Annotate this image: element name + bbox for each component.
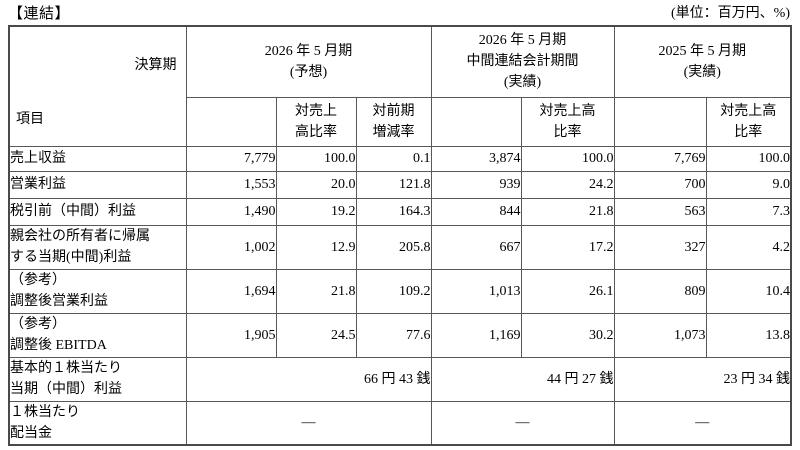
value-cell: 21.8 (520, 197, 615, 226)
value-cell: 121.8 (355, 170, 432, 199)
page-title: 【連結】 (8, 6, 71, 22)
value-cell: 100.0 (275, 145, 357, 172)
table-row-adjusted-ebitda: （参考） 調整後 EBITDA 1,905 24.5 77.6 1,169 30… (8, 312, 792, 358)
value-cell: 164.3 (355, 197, 432, 226)
value-cell: 100.0 (705, 145, 792, 172)
subheader-empty (185, 97, 277, 147)
value-cell: 10.4 (705, 268, 792, 314)
per-share-value: 44 円 27 銭 (430, 356, 615, 402)
table-row-dividend-per-share: １株当たり 配当金 ― ― ― (8, 400, 792, 445)
value-cell: 205.8 (355, 224, 432, 270)
value-cell: 327 (613, 224, 707, 270)
row-label: 基本的１株当たり 当期（中間）利益 (8, 356, 187, 402)
unit-note: (単位：百万円、%) (671, 6, 790, 21)
per-share-value: 66 円 43 銭 (185, 356, 432, 402)
corner-cell: 決算期 項目 (8, 25, 187, 147)
value-cell: 19.2 (275, 197, 357, 226)
row-label: １株当たり 配当金 (8, 400, 187, 445)
value-cell: 700 (613, 170, 707, 199)
subheader-empty (430, 97, 522, 147)
header-row-periods: 決算期 項目 2026 年 5 月期 (予想) 2026 年 5 月期 中間連結… (8, 25, 792, 147)
fiscal-period-label: 決算期 (134, 58, 177, 73)
value-cell: 1,905 (185, 312, 277, 358)
value-cell: 3,874 (430, 145, 522, 172)
table-row-pretax-profit: 税引前（中間）利益 1,490 19.2 164.3 844 21.8 563 … (8, 197, 792, 226)
dividend-value: ― (613, 400, 792, 445)
period-header-forecast-2026: 2026 年 5 月期 (予想) (185, 25, 432, 98)
results-table: 決算期 項目 2026 年 5 月期 (予想) 2026 年 5 月期 中間連結… (8, 25, 792, 446)
value-cell: 13.8 (705, 312, 792, 358)
row-label: 税引前（中間）利益 (8, 197, 187, 226)
value-cell: 77.6 (355, 312, 432, 358)
value-cell: 12.9 (275, 224, 357, 270)
value-cell: 26.1 (520, 268, 615, 314)
value-cell: 17.2 (520, 224, 615, 270)
subheader-empty (613, 97, 707, 147)
value-cell: 7.3 (705, 197, 792, 226)
value-cell: 1,169 (430, 312, 522, 358)
subheader-yoy-change-forecast: 対前期 増減率 (355, 96, 432, 147)
table-row-revenue: 売上収益 7,779 100.0 0.1 3,874 100.0 7,769 1… (8, 145, 792, 172)
subheader-sales-ratio-interim: 対売上高 比率 (520, 96, 615, 147)
dividend-value: ― (185, 400, 432, 445)
row-label: （参考） 調整後営業利益 (8, 268, 187, 314)
value-cell: 24.5 (275, 312, 357, 358)
value-cell: 667 (430, 224, 522, 270)
row-label: 親会社の所有者に帰属 する当期(中間)利益 (8, 224, 187, 270)
value-cell: 100.0 (520, 145, 615, 172)
value-cell: 1,013 (430, 268, 522, 314)
subheader-sales-ratio-forecast: 対売上 高比率 (275, 96, 357, 147)
value-cell: 0.1 (355, 145, 432, 172)
value-cell: 1,002 (185, 224, 277, 270)
item-label: 項目 (16, 111, 44, 127)
top-bar: 【連結】 (単位：百万円、%) (8, 2, 790, 23)
row-label: 売上収益 (8, 145, 187, 172)
value-cell: 24.2 (520, 170, 615, 199)
row-label: 営業利益 (8, 170, 187, 199)
value-cell: 30.2 (520, 312, 615, 358)
value-cell: 109.2 (355, 268, 432, 314)
value-cell: 4.2 (705, 224, 792, 270)
per-share-value: 23 円 34 銭 (613, 356, 792, 402)
row-label: （参考） 調整後 EBITDA (8, 312, 187, 358)
value-cell: 1,694 (185, 268, 277, 314)
value-cell: 1,073 (613, 312, 707, 358)
table-row-basic-eps: 基本的１株当たり 当期（中間）利益 66 円 43 銭 44 円 27 銭 23… (8, 356, 792, 402)
period-header-interim-2026: 2026 年 5 月期 中間連結会計期間 (実績) (430, 25, 615, 98)
period-header-actual-2025: 2025 年 5 月期 (実績) (613, 25, 792, 98)
value-cell: 844 (430, 197, 522, 226)
dividend-value: ― (430, 400, 615, 445)
value-cell: 7,779 (185, 145, 277, 172)
value-cell: 20.0 (275, 170, 357, 199)
table-row-adjusted-operating-profit: （参考） 調整後営業利益 1,694 21.8 109.2 1,013 26.1… (8, 268, 792, 314)
value-cell: 7,769 (613, 145, 707, 172)
table-row-profit-attributable-to-owners: 親会社の所有者に帰属 する当期(中間)利益 1,002 12.9 205.8 6… (8, 224, 792, 270)
value-cell: 21.8 (275, 268, 357, 314)
subheader-sales-ratio-actual: 対売上高 比率 (705, 96, 792, 147)
value-cell: 809 (613, 268, 707, 314)
value-cell: 1,553 (185, 170, 277, 199)
value-cell: 1,490 (185, 197, 277, 226)
value-cell: 9.0 (705, 170, 792, 199)
value-cell: 563 (613, 197, 707, 226)
value-cell: 939 (430, 170, 522, 199)
table-row-operating-profit: 営業利益 1,553 20.0 121.8 939 24.2 700 9.0 (8, 170, 792, 199)
